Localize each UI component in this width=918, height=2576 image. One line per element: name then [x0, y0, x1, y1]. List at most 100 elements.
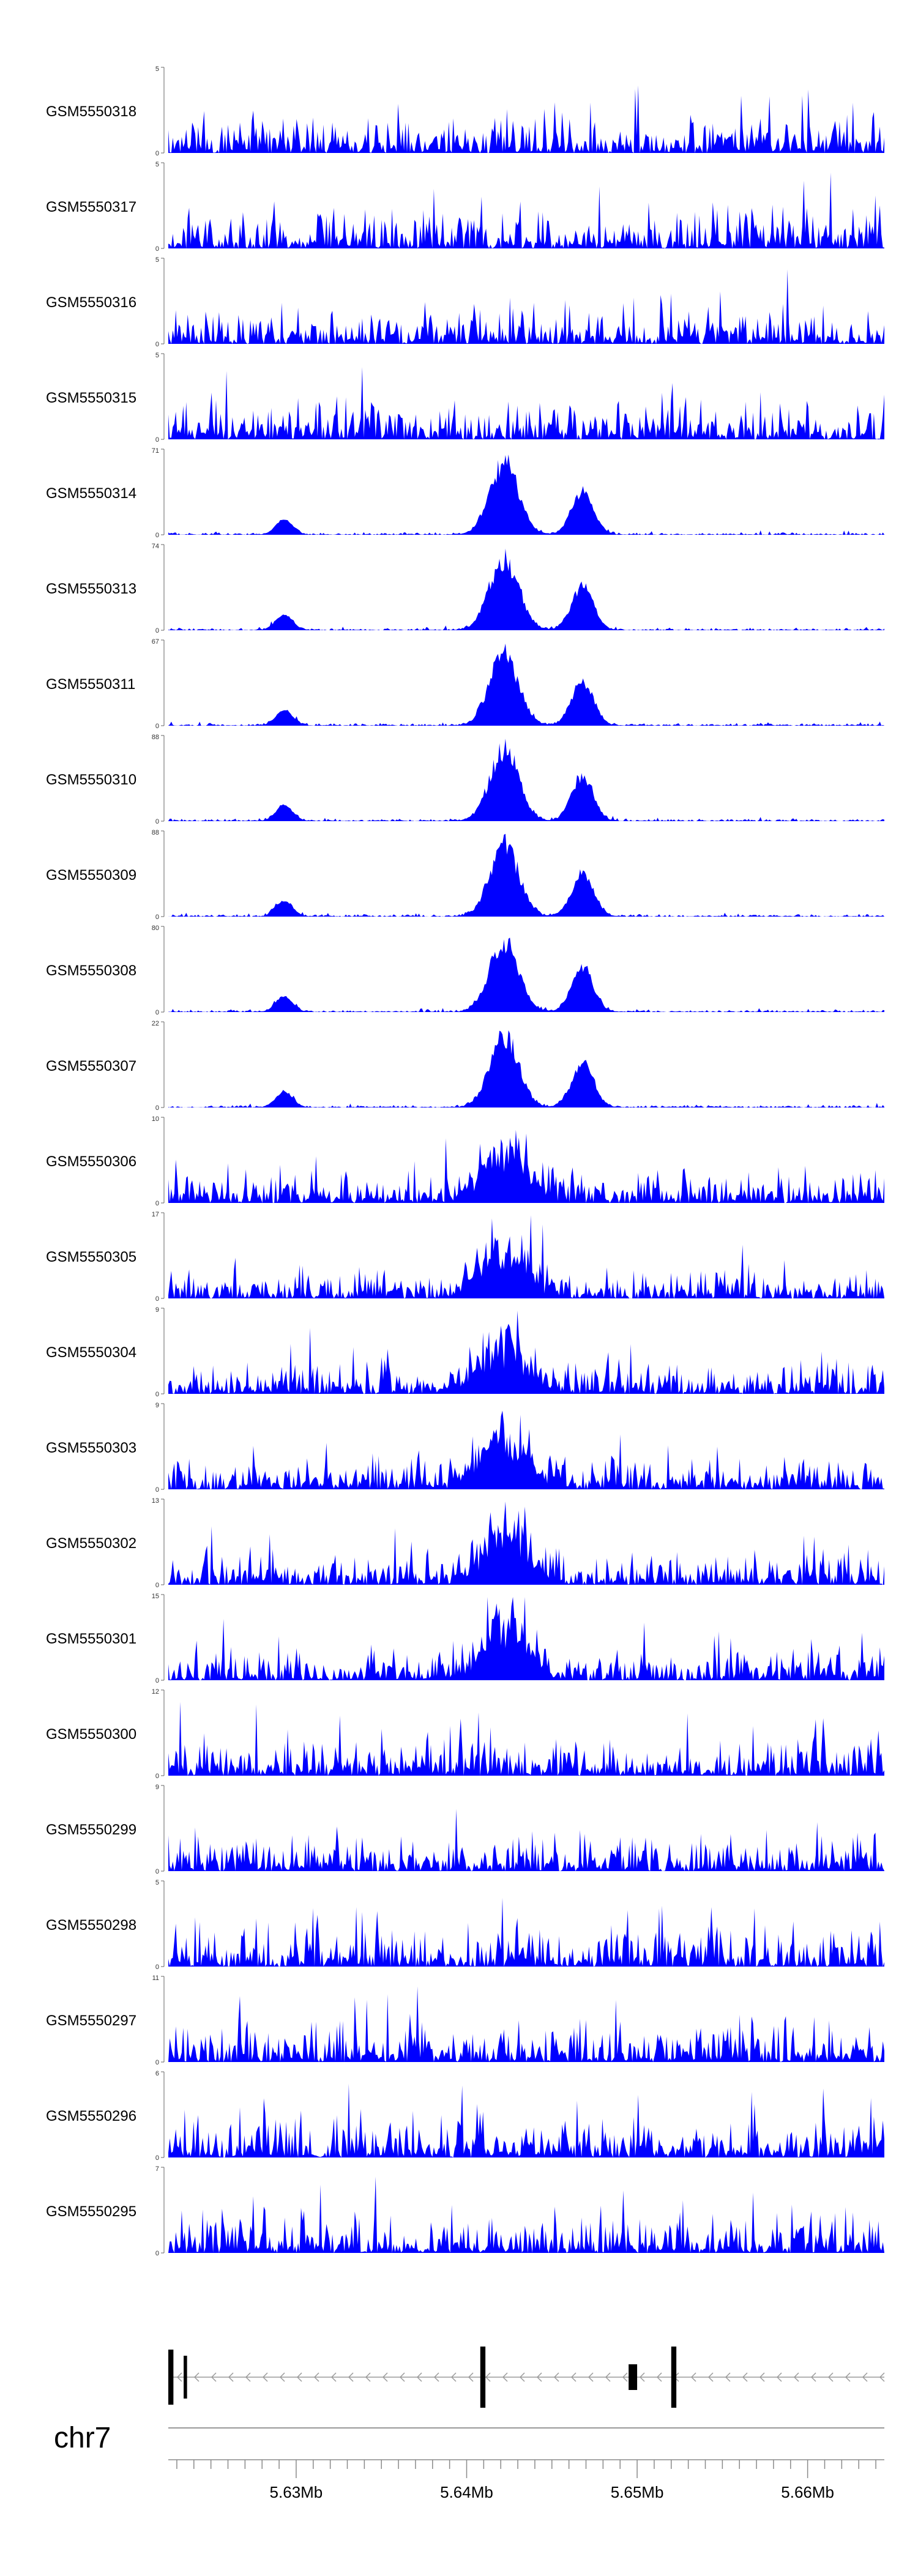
- strand-arrow: [776, 2372, 782, 2382]
- track-label: GSM5550299: [46, 1822, 136, 1838]
- y-min-label: 0: [155, 245, 159, 253]
- y-min-label: 0: [155, 1009, 159, 1016]
- track-label: GSM5550309: [46, 867, 136, 884]
- y-min-label: 0: [155, 150, 159, 157]
- y-max-label: 88: [152, 829, 159, 836]
- strand-arrow: [228, 2372, 234, 2382]
- track-label: GSM5550297: [46, 2012, 136, 2029]
- coverage-area: [168, 454, 884, 535]
- coverage-area: [168, 367, 884, 439]
- strand-arrow: [416, 2372, 422, 2382]
- strand-arrow: [365, 2372, 371, 2382]
- axis-tick-label: 5.64Mb: [440, 2483, 493, 2501]
- gene-exon: [629, 2364, 638, 2390]
- coverage-area: [168, 1130, 884, 1203]
- y-max-label: 9: [155, 1306, 159, 1314]
- track-label: GSM5550307: [46, 1058, 136, 1074]
- track-GSM5550299: GSM5550299 9 0: [46, 1784, 884, 1875]
- coverage-tracks: GSM555031850GSM555031750GSM555031650GSM5…: [46, 65, 884, 2257]
- coverage-area: [168, 1502, 884, 1585]
- strand-arrow: [845, 2372, 851, 2382]
- gene-exon: [671, 2347, 677, 2408]
- track-GSM5550297: GSM5550297 11 0: [46, 1975, 884, 2066]
- strand-arrow: [793, 2372, 799, 2382]
- coverage-area: [168, 739, 884, 821]
- y-min-label: 0: [155, 532, 159, 539]
- track-label: GSM5550302: [46, 1535, 136, 1552]
- coverage-area: [168, 1597, 884, 1680]
- strand-arrow: [862, 2372, 868, 2382]
- track-GSM5550318: GSM5550318 5 0: [46, 65, 884, 157]
- strand-arrow: [570, 2372, 577, 2382]
- track-label: GSM5550313: [46, 581, 136, 597]
- strand-arrow: [313, 2372, 319, 2382]
- y-min-label: 0: [155, 914, 159, 921]
- strand-arrow: [176, 2372, 182, 2382]
- y-max-label: 71: [152, 447, 159, 455]
- track-GSM5550296: GSM5550296 6 0: [46, 2070, 884, 2162]
- strand-arrow: [707, 2372, 714, 2382]
- strand-arrow: [399, 2372, 405, 2382]
- strand-arrow: [296, 2372, 302, 2382]
- axis-tick-label: 5.65Mb: [611, 2483, 664, 2501]
- track-GSM5550308: GSM5550308 80 0: [46, 925, 884, 1016]
- track-GSM5550304: GSM5550304 9 0: [46, 1306, 884, 1398]
- strand-arrow: [725, 2372, 731, 2382]
- track-GSM5550303: GSM5550303 9 0: [46, 1402, 884, 1494]
- coverage-area: [168, 1986, 884, 2062]
- track-label: GSM5550316: [46, 294, 136, 311]
- y-max-label: 6: [155, 2070, 159, 2077]
- strand-arrow: [193, 2372, 200, 2382]
- strand-arrow: [468, 2372, 474, 2382]
- strand-arrow: [827, 2372, 834, 2382]
- track-GSM5550301: GSM5550301 15 0: [46, 1593, 884, 1684]
- track-label: GSM5550298: [46, 1917, 136, 1934]
- track-GSM5550307: GSM5550307 22 0: [46, 1020, 884, 1112]
- track-GSM5550306: GSM5550306 10 0: [46, 1115, 884, 1207]
- track-GSM5550300: GSM5550300 12 0: [46, 1688, 884, 1780]
- gene-model-track: [168, 2347, 885, 2408]
- coverage-area: [168, 548, 884, 630]
- y-min-label: 0: [155, 723, 159, 730]
- track-label: GSM5550314: [46, 485, 136, 502]
- strand-arrow: [742, 2372, 748, 2382]
- y-min-label: 0: [155, 1773, 159, 1780]
- y-max-label: 10: [152, 1115, 159, 1123]
- coverage-area: [168, 643, 884, 726]
- strand-arrow: [588, 2372, 594, 2382]
- track-GSM5550315: GSM5550315 5 0: [46, 352, 884, 444]
- track-GSM5550311: GSM5550311 67 0: [46, 638, 884, 730]
- y-max-label: 13: [152, 1497, 159, 1505]
- strand-arrow: [211, 2372, 217, 2382]
- coverage-area: [168, 173, 884, 248]
- y-min-label: 0: [155, 1868, 159, 1875]
- track-label: GSM5550304: [46, 1344, 136, 1361]
- coverage-area: [168, 1030, 884, 1107]
- strand-arrow: [519, 2372, 525, 2382]
- track-GSM5550295: GSM5550295 7 0: [46, 2165, 884, 2257]
- y-max-label: 7: [155, 2165, 159, 2173]
- gene-exon: [184, 2356, 187, 2399]
- strand-arrow: [330, 2372, 337, 2382]
- y-max-label: 22: [152, 1020, 159, 1027]
- y-min-label: 0: [155, 1295, 159, 1303]
- track-GSM5550298: GSM5550298 5 0: [46, 1879, 884, 1971]
- y-min-label: 0: [155, 1582, 159, 1589]
- y-max-label: 5: [155, 65, 159, 73]
- track-GSM5550317: GSM5550317 5 0: [46, 161, 884, 253]
- strand-arrow: [433, 2372, 439, 2382]
- axis-tick-label: 5.66Mb: [781, 2483, 834, 2501]
- strand-arrow: [879, 2372, 885, 2382]
- strand-arrow: [810, 2372, 816, 2382]
- coverage-area: [168, 2083, 884, 2157]
- y-max-label: 12: [152, 1688, 159, 1696]
- y-min-label: 0: [155, 2059, 159, 2066]
- coverage-area: [168, 269, 884, 344]
- track-label: GSM5550317: [46, 199, 136, 215]
- coverage-area: [168, 1311, 884, 1394]
- track-GSM5550309: GSM5550309 88 0: [46, 829, 884, 921]
- y-min-label: 0: [155, 436, 159, 444]
- y-max-label: 80: [152, 925, 159, 932]
- coverage-area: [168, 2176, 884, 2253]
